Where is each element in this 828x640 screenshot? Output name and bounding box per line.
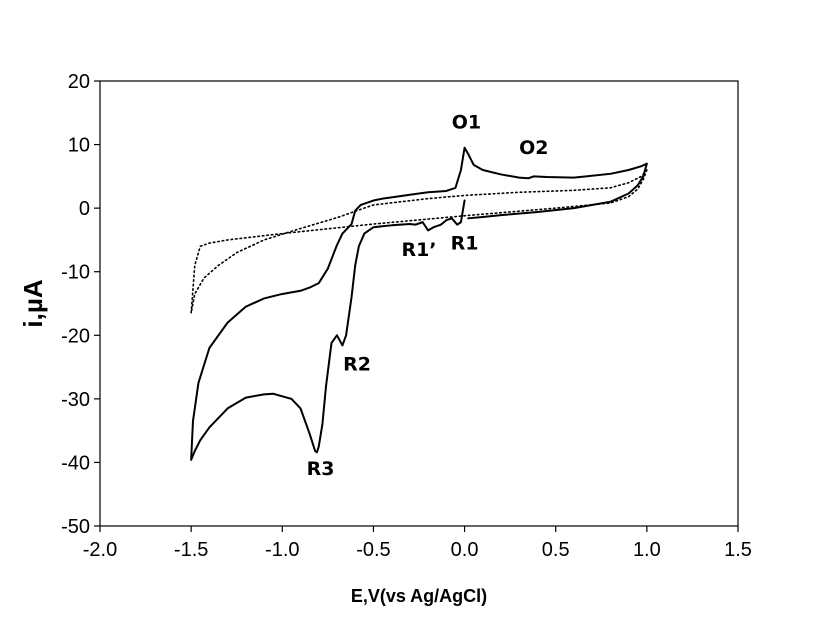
y-tick-label: -10: [61, 262, 90, 284]
x-tick-label: -2.0: [83, 539, 117, 561]
y-axis-title: i,µA: [18, 279, 48, 327]
y-tick-label: -50: [61, 516, 90, 538]
y-axis: 20 10 0 -10 -20 -30 -40 -50: [61, 71, 100, 538]
y-tick-label: 0: [79, 198, 90, 220]
x-tick-label: 1.0: [633, 539, 661, 561]
axes: -2.0 -1.5 -1.0 -0.5 0.0 0.5 1.0 1.5 20 10 0 -10 -20…: [61, 71, 752, 561]
x-tick-label: 0.0: [451, 539, 479, 561]
series-line: [190, 146, 648, 461]
plot-area: [99, 80, 739, 527]
series-solid-curve: [190, 146, 648, 461]
y-tick-label: -40: [61, 452, 90, 474]
x-axis: -2.0 -1.5 -1.0 -0.5 0.0 0.5 1.0 1.5: [83, 526, 752, 561]
x-tick-label: 0.5: [542, 539, 570, 561]
peak-label: R2: [343, 353, 371, 375]
peak-label: O2: [519, 137, 548, 159]
peak-label: O1: [452, 112, 481, 134]
y-tick-label: 20: [68, 71, 90, 93]
x-tick-label: -1.0: [265, 539, 299, 561]
y-tick-label: -30: [61, 389, 90, 411]
series-layer: [190, 146, 648, 461]
y-tick-label: 10: [68, 135, 90, 157]
annotations: O1 O2 R1 R1’ R2 R3: [307, 112, 549, 480]
x-tick-label: -1.5: [174, 539, 208, 561]
x-tick-label: 1.5: [724, 539, 752, 561]
y-tick-label: -20: [61, 325, 90, 347]
peak-label: R3: [307, 458, 335, 480]
peak-label: R1: [451, 232, 479, 254]
x-tick-label: -0.5: [356, 539, 390, 561]
peak-label: R1’: [401, 239, 436, 261]
x-axis-title: E,V(vs Ag/AgCl): [351, 586, 487, 606]
